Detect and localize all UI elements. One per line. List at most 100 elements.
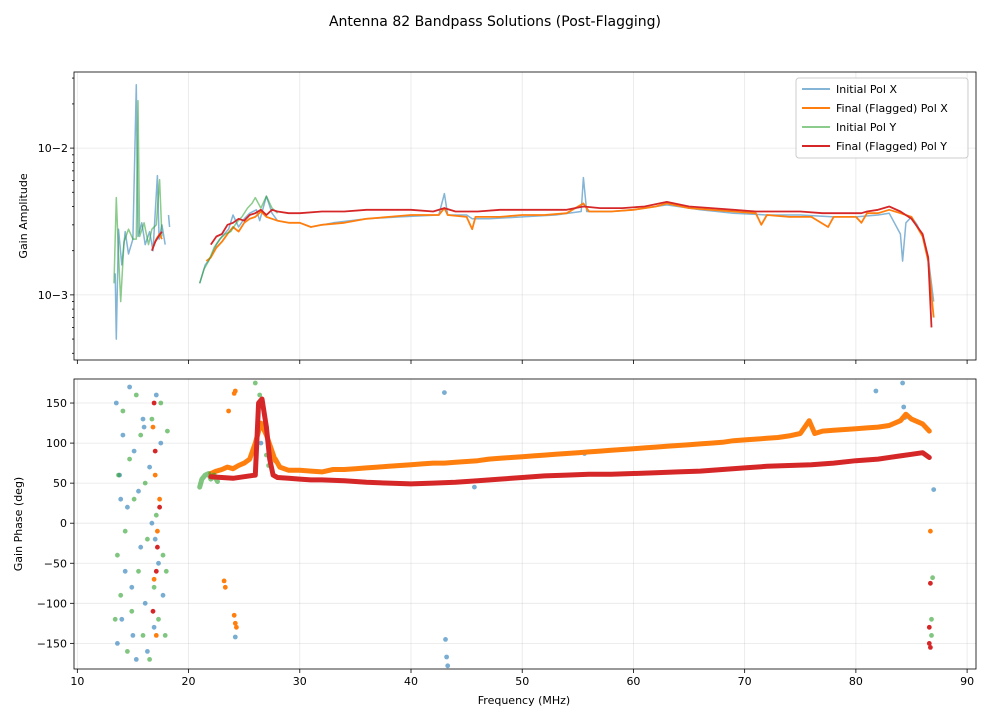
phase-point [153, 512, 159, 518]
phase-point [232, 388, 238, 394]
phase-point [131, 496, 137, 502]
phase-point [129, 584, 135, 590]
phase-y-tick-label: −150 [37, 637, 67, 650]
phase-point [140, 633, 146, 638]
phase-point [112, 616, 118, 622]
x-tick-label: 20 [182, 675, 196, 688]
phase-point [873, 388, 879, 394]
phase-point [928, 528, 933, 534]
phase-point [928, 580, 933, 586]
phase-point [160, 592, 166, 598]
amplitude-series-line [210, 201, 933, 328]
phase-point [930, 575, 935, 581]
phase-point [151, 584, 157, 590]
phase-point [150, 608, 156, 614]
amplitude-ticks: 10−3 10−2 [38, 77, 968, 364]
phase-point [129, 608, 135, 614]
legend-label: Initial Pol Y [836, 121, 896, 134]
phase-point [157, 504, 163, 510]
phase-point [900, 380, 905, 386]
phase-point [118, 592, 124, 598]
phase-point [929, 616, 934, 622]
amplitude-series-line [151, 231, 163, 252]
x-tick-label: 40 [404, 675, 418, 688]
phase-y-tick-label: 100 [46, 437, 67, 450]
phase-point [122, 528, 128, 534]
phase-point [147, 657, 153, 662]
phase-point [119, 616, 125, 622]
phase-y-tick-label: −100 [37, 597, 67, 610]
phase-point [120, 432, 126, 438]
x-tick-label: 80 [849, 675, 863, 688]
phase-point [115, 552, 120, 558]
phase-point [153, 633, 159, 638]
phase-point [151, 576, 157, 582]
amplitude-plot-area [113, 84, 935, 340]
phase-point [226, 408, 232, 414]
phase-point [221, 578, 227, 584]
phase-point [116, 472, 121, 478]
phase-point [160, 552, 166, 558]
phase-point [115, 641, 120, 646]
phase-point [153, 568, 159, 574]
phase-point [928, 645, 933, 650]
phase-point [156, 616, 161, 622]
x-tick-label: 60 [626, 675, 640, 688]
amplitude-series-line [205, 202, 935, 318]
phase-point [926, 624, 932, 630]
phase-point [133, 657, 139, 662]
phase-point [131, 448, 137, 454]
phase-point [113, 400, 119, 406]
legend-label: Initial Pol X [836, 83, 897, 96]
x-tick-label: 10 [70, 675, 84, 688]
phase-point [142, 600, 148, 606]
phase-point [140, 416, 146, 422]
phase-point [442, 390, 447, 395]
phase-point [149, 520, 155, 526]
legend-box [795, 77, 969, 159]
amplitude-y-axis-label: Gain Amplitude [17, 173, 30, 258]
phase-point [130, 633, 136, 638]
phase-point [142, 480, 148, 486]
phase-point [258, 440, 264, 446]
amplitude-y-tick-label: 10−2 [38, 142, 68, 155]
phase-point [231, 612, 237, 618]
phase-point [136, 568, 141, 574]
x-tick-label: 90 [960, 675, 974, 688]
phase-point [152, 536, 158, 542]
phase-point [138, 432, 144, 438]
phase-panel: 10 20 30 40 50 60 70 80 90 −150 −100 −50 0 50 100 150 G… [12, 378, 977, 707]
legend-label: Final (Flagged) Pol Y [836, 140, 947, 153]
phase-point [149, 416, 155, 422]
phase-point [120, 408, 126, 414]
phase-point [153, 392, 159, 398]
legend-label: Final (Flagged) Pol X [836, 102, 948, 115]
amplitude-series-line [198, 176, 935, 302]
phase-y-axis-label: Gain Phase (deg) [12, 477, 25, 571]
phase-point [125, 649, 130, 654]
phase-point [133, 392, 139, 398]
x-axis-label: Frequency (MHz) [478, 694, 570, 707]
amplitude-y-tick-label: 10−3 [38, 289, 68, 302]
x-tick-label: 30 [293, 675, 307, 688]
phase-point [122, 568, 128, 574]
phase-point [445, 663, 451, 669]
phase-y-tick-label: 50 [53, 477, 67, 490]
phase-point [118, 496, 124, 502]
phase-y-tick-label: 150 [46, 397, 67, 410]
phase-point [232, 620, 238, 626]
phase-ticks: 10 20 30 40 50 60 70 80 90 −150 −100 −50 0 50 100 150 [37, 397, 974, 688]
amplitude-grid [74, 72, 976, 360]
phase-point [926, 641, 932, 646]
amplitude-series-line [167, 214, 171, 228]
phase-point [443, 637, 448, 642]
legend: Initial Pol X Final (Flagged) Pol X Initia… [795, 77, 969, 159]
phase-point [931, 487, 937, 492]
phase-point [444, 654, 449, 660]
phase-point [234, 624, 239, 630]
phase-frame [73, 378, 977, 670]
phase-point [232, 634, 238, 640]
phase-point [150, 424, 156, 430]
phase-point [152, 472, 158, 478]
